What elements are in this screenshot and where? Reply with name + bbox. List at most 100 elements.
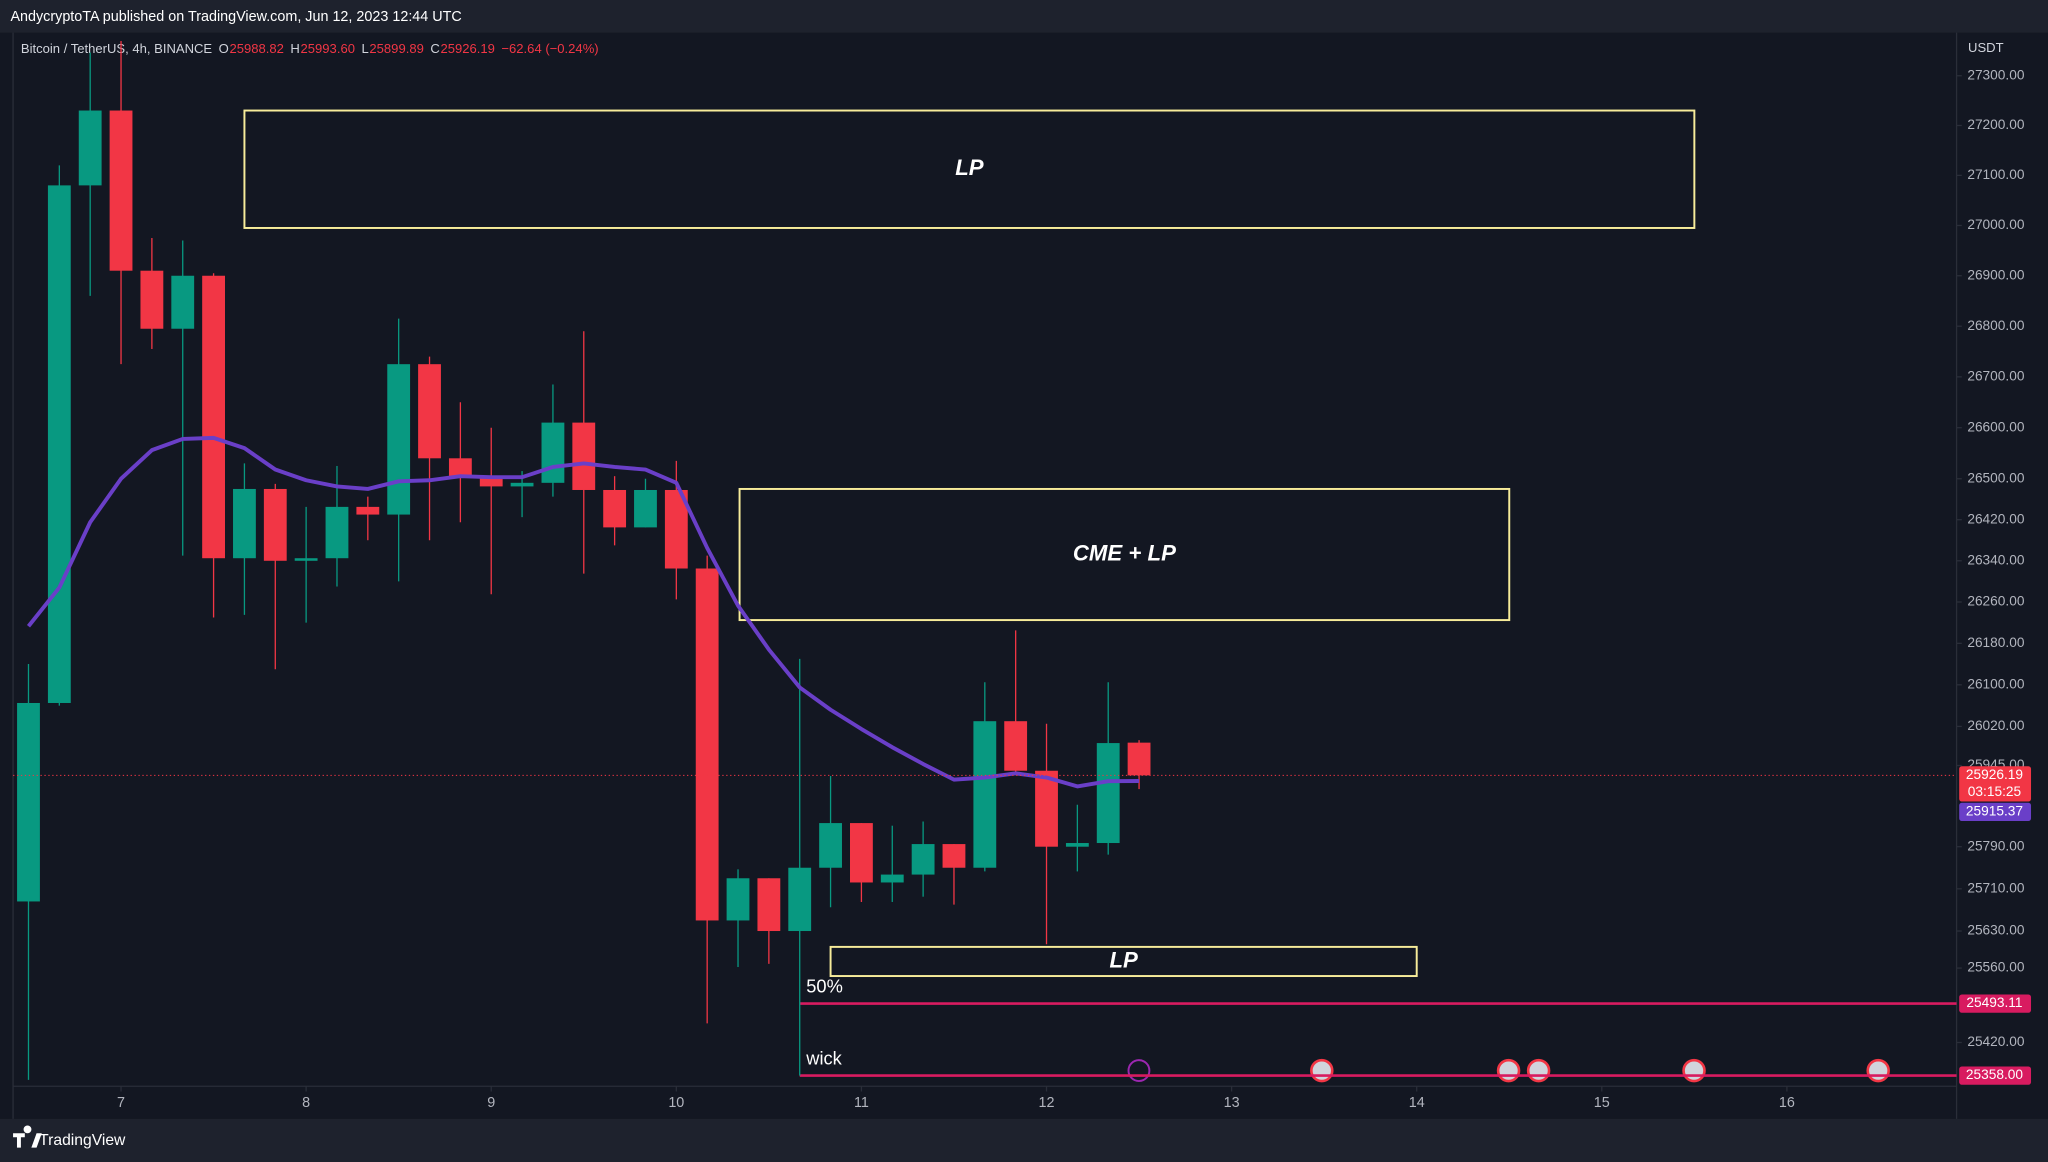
legend-h: H <box>290 41 299 56</box>
legend-o-value: 25988.82 <box>229 41 283 56</box>
event-icon[interactable] <box>1526 1058 1551 1083</box>
level-price-box <box>1959 994 2032 1013</box>
event-icon[interactable] <box>1682 1058 1706 1083</box>
candle-body <box>911 844 935 875</box>
last-price-box <box>1959 766 2032 802</box>
candle-body <box>109 110 133 271</box>
level-price-box <box>1959 1066 2032 1085</box>
y-tick-label: 26700.00 <box>1967 368 2025 383</box>
candle-body <box>263 488 287 561</box>
y-tick-label: 26180.00 <box>1967 635 2025 650</box>
candle-body <box>356 506 380 515</box>
x-tick-label: 12 <box>1039 1095 1055 1111</box>
level-price-label: 25358.00 <box>1966 1067 2024 1082</box>
candle-body <box>17 702 40 902</box>
y-tick-label: 26420.00 <box>1967 511 2025 526</box>
x-tick-label: 7 <box>117 1095 125 1111</box>
candle-body <box>1065 843 1089 847</box>
candle-body <box>634 489 657 528</box>
candle-body <box>572 422 596 490</box>
candle-body <box>171 275 195 329</box>
candle-body <box>850 823 873 883</box>
x-tick-label: 11 <box>854 1095 869 1111</box>
candle-body <box>1096 743 1120 844</box>
candle-body <box>757 878 781 932</box>
event-icon[interactable] <box>1496 1058 1521 1083</box>
bottom-bar <box>0 1118 2048 1162</box>
candle-body <box>202 275 225 559</box>
candle-body <box>788 867 812 932</box>
top-bar <box>0 0 2048 33</box>
y-tick-label: 27100.00 <box>1967 167 2025 182</box>
y-tick-label: 25420.00 <box>1967 1034 2025 1049</box>
legend-change: −62.64 (−0.24%) <box>501 41 598 56</box>
y-tick-label: 25710.00 <box>1967 880 2025 895</box>
x-tick-label: 13 <box>1224 1095 1240 1111</box>
brand-logo <box>13 1125 42 1148</box>
event-icon[interactable] <box>1866 1058 1890 1083</box>
y-tick-label: 25630.00 <box>1967 923 2025 938</box>
ma-price-box <box>1959 802 2032 822</box>
level-text: 50% <box>806 976 843 997</box>
y-tick-label: 27000.00 <box>1967 217 2025 232</box>
legend-o: O <box>219 41 229 56</box>
x-tick-label: 15 <box>1594 1095 1610 1111</box>
candle-body <box>479 476 503 487</box>
y-tick-label: 26500.00 <box>1967 470 2025 485</box>
y-tick-label: 26100.00 <box>1967 676 2025 691</box>
candle-body <box>47 185 71 703</box>
candle-body <box>942 844 966 868</box>
candle-body <box>387 364 411 515</box>
legend-l-value: 25899.89 <box>369 41 423 56</box>
candle-body <box>819 823 842 868</box>
event-icon[interactable] <box>1310 1058 1334 1083</box>
y-tick-label: 26260.00 <box>1967 594 2025 609</box>
event-icon[interactable] <box>1127 1059 1151 1083</box>
zone-label: LP <box>955 155 984 180</box>
x-tick-label: 10 <box>668 1095 684 1111</box>
legend-l: L <box>361 41 368 56</box>
y-tick-label: 27300.00 <box>1967 67 2025 82</box>
y-tick-label: 26900.00 <box>1967 267 2025 282</box>
candle-body <box>418 364 441 459</box>
zone <box>829 945 1418 978</box>
x-tick-label: 9 <box>487 1095 495 1111</box>
candle-body <box>603 489 627 528</box>
publisher: AndycryptoTA published on TradingView.co… <box>10 9 461 25</box>
brand: TradingView <box>39 1132 126 1149</box>
ma-price-label: 25915.37 <box>1966 804 2023 819</box>
price-unit: USDT <box>1968 40 2004 55</box>
candle-body <box>325 506 349 559</box>
last-price-label: 25926.19 <box>1966 767 2023 782</box>
candle-body <box>294 558 318 561</box>
y-tick-label: 25790.00 <box>1967 838 2025 853</box>
y-tick-label: 26800.00 <box>1967 318 2025 333</box>
candle-body <box>726 878 750 921</box>
zone <box>243 109 1696 229</box>
legend: Bitcoin / TetherUS, 4h, BINANCE O 25988.82… <box>21 41 599 56</box>
zone <box>738 487 1511 622</box>
candle-body <box>880 874 904 883</box>
zone-label: LP <box>1109 947 1138 972</box>
legend-h-value: 25993.60 <box>301 41 355 56</box>
x-tick-label: 16 <box>1779 1095 1795 1111</box>
candle-body <box>140 270 164 329</box>
legend-c: C <box>430 41 439 56</box>
candle-body <box>695 568 719 921</box>
level-text: wick <box>805 1048 842 1069</box>
y-tick-label: 27200.00 <box>1967 117 2025 132</box>
candle-body <box>510 482 534 487</box>
candle-body <box>78 110 102 186</box>
candle-body <box>541 422 565 483</box>
candle-body <box>973 721 997 868</box>
candle-body <box>1035 770 1058 847</box>
candle-body <box>664 489 688 569</box>
moving-average <box>26 435 1140 789</box>
level-price-label: 25493.11 <box>1966 995 2022 1010</box>
candle-body <box>448 458 472 477</box>
legend-symbol: Bitcoin / TetherUS, 4h, BINANCE <box>21 41 213 56</box>
candle-body <box>1004 721 1028 771</box>
